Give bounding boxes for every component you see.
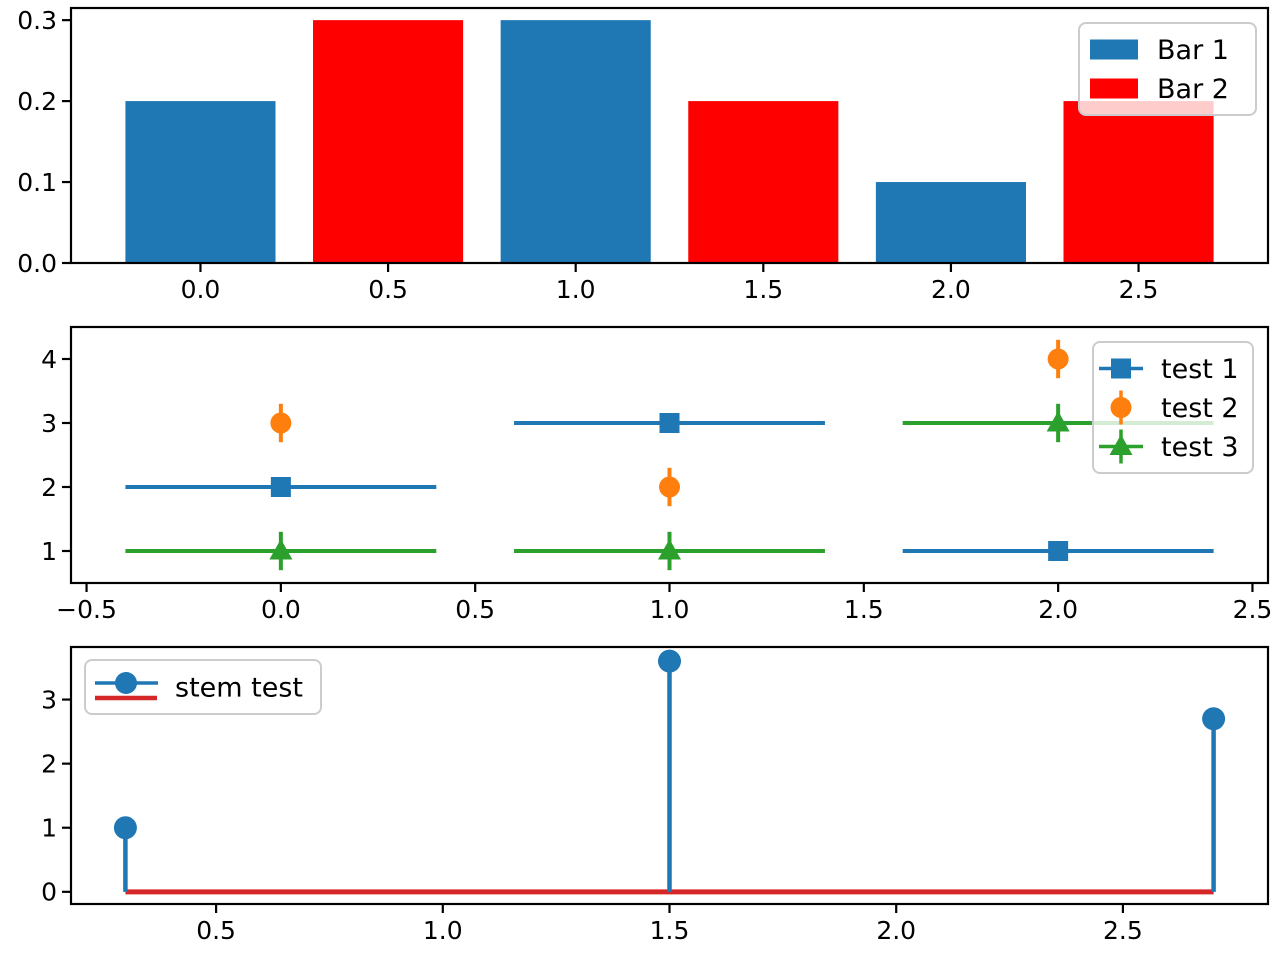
legend-entry: stem test xyxy=(95,672,303,703)
x-tick-label: 1.5 xyxy=(650,916,690,945)
x-tick-label: 0.5 xyxy=(196,916,236,945)
legend-entry: Bar 1 xyxy=(1090,35,1229,66)
data-point-marker xyxy=(1048,541,1069,561)
legend-stem-marker xyxy=(115,672,137,694)
legend-entry: Bar 2 xyxy=(1090,74,1229,105)
stem-plot-area xyxy=(113,649,1226,895)
stem-marker xyxy=(658,649,681,673)
errorbar-chart: −0.5 0.0 0.5 1.0 1.5 2.0 2.5 1 2 3 4 test 1 test 2 te… xyxy=(0,320,1280,640)
x-tick-label: 2.5 xyxy=(1233,595,1273,624)
y-tick-label: 0 xyxy=(41,878,57,907)
data-point-marker xyxy=(269,539,293,560)
y-tick-label: 0.2 xyxy=(17,87,57,116)
x-tick-label: 1.5 xyxy=(743,275,783,304)
y-tick-label: 2 xyxy=(41,749,57,778)
data-point-marker xyxy=(270,412,292,434)
legend-marker xyxy=(1111,358,1131,379)
x-axis: 0.0 0.5 1.0 1.5 2.0 2.5 xyxy=(181,263,1159,304)
x-tick-label: 0.0 xyxy=(181,275,221,304)
data-point-marker xyxy=(659,476,680,498)
errorbar-series-0 xyxy=(125,413,1214,561)
bar xyxy=(313,20,464,264)
legend-marker xyxy=(1109,434,1133,455)
bar-chart-svg: 0.0 0.5 1.0 1.5 2.0 2.5 0.0 0.1 0.2 0.3 Bar 1 Bar 2 xyxy=(17,6,1270,304)
bar xyxy=(500,20,651,264)
x-tick-label: 1.0 xyxy=(423,916,463,945)
legend-label: Bar 2 xyxy=(1157,74,1229,105)
x-tick-label: 0.5 xyxy=(455,595,495,624)
legend-label: Bar 1 xyxy=(1157,35,1229,66)
legend-label: test 2 xyxy=(1161,393,1239,424)
x-tick-label: 1.0 xyxy=(650,595,690,624)
errorbar-series-1 xyxy=(270,339,1069,507)
bar-series-0 xyxy=(125,20,1026,264)
x-tick-label: 0.0 xyxy=(261,595,301,624)
bar-chart: 0.0 0.5 1.0 1.5 2.0 2.5 0.0 0.1 0.2 0.3 Bar 1 Bar 2 xyxy=(0,0,1280,320)
x-tick-label: 2.0 xyxy=(876,916,916,945)
data-point-marker xyxy=(659,413,680,433)
legend-label: stem test xyxy=(175,672,303,703)
x-tick-label: −0.5 xyxy=(56,595,117,624)
legend-box xyxy=(84,659,322,715)
data-point-marker xyxy=(1046,411,1070,432)
x-tick-label: 1.5 xyxy=(844,595,884,624)
data-point-marker xyxy=(1047,348,1069,370)
y-axis: 0.0 0.1 0.2 0.3 xyxy=(17,6,71,278)
y-tick-label: 0.3 xyxy=(17,6,57,35)
bar-series-1 xyxy=(313,20,1214,264)
y-tick-label: 4 xyxy=(41,345,57,374)
y-tick-label: 0.0 xyxy=(17,249,57,278)
legend-label: test 3 xyxy=(1161,432,1239,463)
legend-marker xyxy=(1110,397,1132,418)
bar-plot-area xyxy=(125,20,1214,264)
y-tick-label: 3 xyxy=(41,685,57,714)
axes-frame xyxy=(69,6,1270,265)
stem-marker xyxy=(113,816,137,840)
x-axis: −0.5 0.0 0.5 1.0 1.5 2.0 2.5 xyxy=(56,583,1272,624)
stem-series xyxy=(113,649,1226,895)
y-tick-label: 1 xyxy=(41,813,57,842)
y-tick-label: 1 xyxy=(41,537,57,566)
bar xyxy=(1063,101,1214,263)
bar xyxy=(875,182,1026,263)
legend-box xyxy=(1092,341,1254,474)
y-tick-label: 2 xyxy=(41,473,57,502)
x-tick-label: 2.0 xyxy=(931,275,971,304)
x-tick-label: 0.5 xyxy=(368,275,408,304)
y-tick-label: 3 xyxy=(41,409,57,438)
x-tick-label: 1.0 xyxy=(556,275,596,304)
legend-label: test 1 xyxy=(1161,354,1239,385)
x-tick-label: 2.5 xyxy=(1119,275,1159,304)
data-point-marker xyxy=(270,477,291,497)
stem-marker xyxy=(1202,707,1226,731)
legend: Bar 1 Bar 2 xyxy=(1078,22,1257,116)
stem-chart-svg: 0.5 1.0 1.5 2.0 2.5 0 1 2 3 stem test xyxy=(41,645,1270,945)
legend: stem test xyxy=(84,659,322,715)
x-tick-label: 2.0 xyxy=(1038,595,1078,624)
bar xyxy=(125,101,276,263)
stem-chart: 0.5 1.0 1.5 2.0 2.5 0 1 2 3 stem test xyxy=(0,640,1280,960)
y-axis: 1 2 3 4 xyxy=(41,345,71,566)
x-axis: 0.5 1.0 1.5 2.0 2.5 xyxy=(196,904,1143,945)
legend-entry: test 2 xyxy=(1110,390,1239,425)
x-tick-label: 2.5 xyxy=(1103,916,1143,945)
legend-entry: test 1 xyxy=(1099,354,1239,385)
legend-swatch xyxy=(1090,78,1138,99)
legend-entry: test 3 xyxy=(1099,429,1239,464)
y-axis: 0 1 2 3 xyxy=(41,685,71,907)
legend: test 1 test 2 test 3 xyxy=(1092,341,1254,474)
bar xyxy=(688,101,839,263)
legend-swatch xyxy=(1090,39,1138,60)
y-tick-label: 0.1 xyxy=(17,168,57,197)
errorbar-plot-area xyxy=(125,339,1214,571)
data-point-marker xyxy=(658,539,681,560)
